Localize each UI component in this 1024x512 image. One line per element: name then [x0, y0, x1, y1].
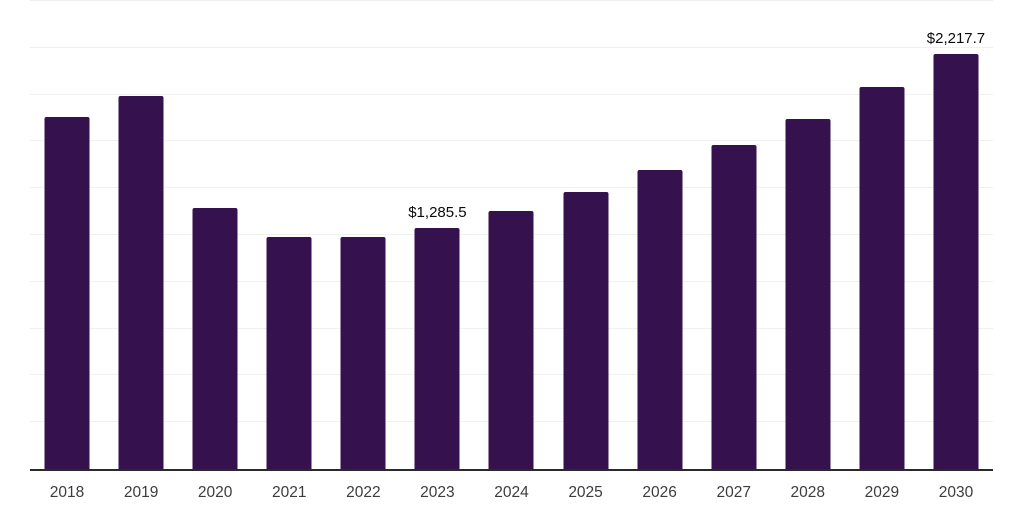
- plot-area: $1,285.5 $2,217.7: [30, 0, 993, 469]
- bar-2025[interactable]: [563, 192, 609, 469]
- gridline-1500: [30, 187, 993, 189]
- bar-2027[interactable]: [711, 145, 757, 469]
- bar-slot-2024: [474, 1, 548, 469]
- bar-2018[interactable]: [44, 116, 90, 469]
- x-tick-2023: 2023: [420, 484, 455, 501]
- x-tick-2018: 2018: [49, 484, 85, 501]
- gridline-2500: [30, 0, 993, 1]
- bar-2020[interactable]: [192, 208, 238, 469]
- bar-value-label-2030: $2,217.7: [926, 29, 986, 47]
- bar-2029[interactable]: [859, 87, 905, 469]
- x-tick-2025: 2025: [568, 484, 603, 501]
- bar-2028[interactable]: [785, 118, 831, 469]
- x-axis-tick-labels: 2018 2019 2020 2021 2022 2023 2024 2025 2026 2027…: [30, 483, 993, 503]
- bar-slot-2030: $2,217.7: [919, 1, 993, 469]
- x-tick-2029: 2029: [864, 484, 900, 501]
- bar-slot-2029: [845, 1, 919, 469]
- bar-slot-2025: [549, 1, 623, 469]
- x-tick-2028: 2028: [790, 484, 826, 501]
- x-tick-2022: 2022: [346, 484, 381, 501]
- bar-2021[interactable]: [266, 237, 312, 469]
- bar-slot-2022: [326, 1, 400, 469]
- bar-slot-2028: [771, 1, 845, 469]
- gridline-2250: [30, 46, 993, 48]
- x-tick-2030: 2030: [938, 484, 974, 501]
- x-tick-2021: 2021: [272, 484, 307, 501]
- bar-2024[interactable]: [488, 211, 534, 469]
- x-axis-line: [30, 469, 993, 471]
- bar-2030[interactable]: [933, 53, 979, 469]
- bar-2019[interactable]: [118, 95, 164, 469]
- bar-value-label-2023: $1,285.5: [408, 204, 467, 222]
- bar-slot-2019: [104, 1, 178, 469]
- bar-slot-2023: $1,285.5: [400, 1, 474, 469]
- x-tick-2027: 2027: [716, 484, 751, 501]
- bar-slot-2018: [30, 1, 104, 469]
- gridline-1750: [30, 140, 993, 142]
- bar-slot-2027: [697, 1, 771, 469]
- x-tick-2024: 2024: [494, 484, 529, 501]
- x-tick-2019: 2019: [123, 484, 159, 501]
- gridline-2000: [30, 93, 993, 95]
- bar-2022[interactable]: [340, 236, 386, 469]
- bar-2026[interactable]: [637, 170, 683, 469]
- x-tick-2026: 2026: [642, 484, 677, 501]
- bar-2023[interactable]: [414, 228, 460, 469]
- bar-slot-2020: [178, 1, 252, 469]
- x-tick-2020: 2020: [197, 484, 233, 501]
- bar-slot-2026: [623, 1, 697, 469]
- bar-slot-2021: [252, 1, 326, 469]
